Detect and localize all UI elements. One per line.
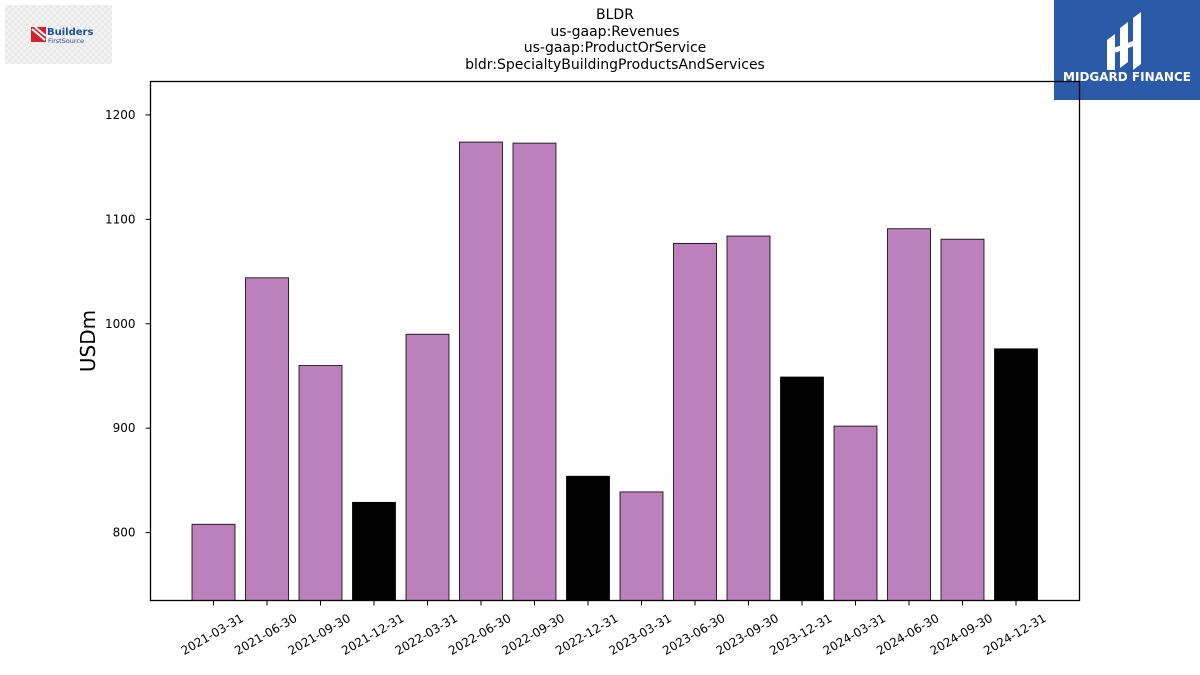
builders-firstsource-logo: Builders FirstSource — [5, 5, 112, 64]
y-tick-label: 800 — [113, 526, 136, 540]
bar-2023-12-31 — [780, 376, 824, 601]
logo-text-firstsource: FirstSource — [48, 37, 84, 45]
logo-text-builders: Builders — [47, 27, 93, 38]
y-tick-label: 1000 — [105, 317, 136, 331]
midgard-emblem-icon — [1107, 12, 1141, 70]
bar-2022-09-30 — [512, 142, 557, 601]
bar-2021-09-30 — [298, 365, 343, 601]
bar-2021-03-31 — [191, 523, 236, 601]
bar-2023-06-30 — [673, 242, 717, 601]
bar-2022-12-31 — [566, 475, 610, 601]
bar-2024-06-30 — [887, 228, 931, 601]
chart-title: BLDR us-gaap:Revenues us-gaap:ProductOrS… — [0, 7, 1200, 73]
logo-text-midgard: MIDGARD FINANCE — [1063, 70, 1191, 84]
bar-2021-06-30 — [245, 277, 289, 601]
bar-2023-09-30 — [726, 235, 771, 601]
title-line-axis: us-gaap:ProductOrService — [523, 40, 707, 56]
y-axis: 800 900 1000 1100 1200 — [105, 108, 151, 540]
bars-group — [191, 141, 1038, 601]
x-axis: 2021-03-312021-06-302021-09-302021-12-31… — [179, 600, 1049, 658]
title-line-concept: us-gaap:Revenues — [550, 23, 680, 40]
y-tick-label: 1200 — [105, 108, 136, 122]
y-tick-label: 900 — [113, 421, 136, 435]
plot-frame — [149, 80, 1081, 602]
bar-2022-03-31 — [405, 333, 450, 601]
title-line-ticker: BLDR — [596, 7, 634, 23]
bar-2024-09-30 — [940, 238, 985, 601]
y-tick-label: 1100 — [105, 212, 136, 226]
bar-2023-03-31 — [619, 491, 664, 601]
bar-2024-12-31 — [994, 348, 1038, 601]
title-line-member: bldr:SpecialtyBuildingProductsAndService… — [465, 56, 765, 73]
midgard-finance-logo: MIDGARD FINANCE — [1054, 0, 1200, 100]
bar-2021-12-31 — [352, 501, 396, 601]
bar-2022-06-30 — [459, 141, 503, 601]
bar-2024-03-31 — [833, 425, 878, 601]
